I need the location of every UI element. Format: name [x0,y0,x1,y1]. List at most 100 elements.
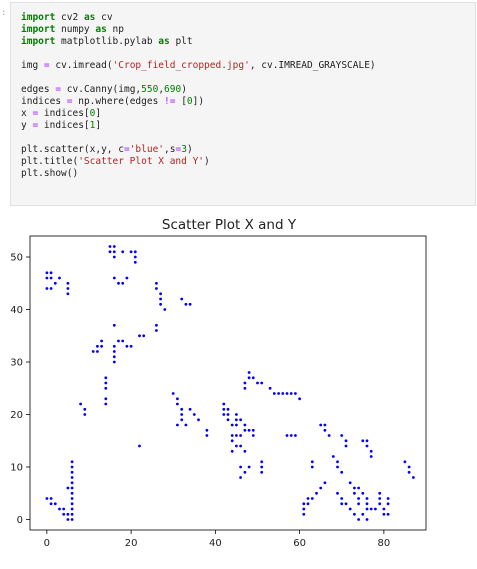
x-tick-label: 60 [293,538,306,549]
scatter-point [70,502,74,506]
scatter-point [239,434,243,437]
code-token: 'Crop_field_cropped.jpg' [112,60,250,71]
code-line [21,72,465,84]
scatter-point [66,292,70,296]
scatter-point [378,491,382,495]
code-cell[interactable]: import cv2 as cv import numpy as np import… [10,2,476,206]
scatter-point [83,407,87,411]
code-line: plt.title('Scatter Plot X and Y') [21,156,465,168]
scatter-point [222,413,226,416]
scatter-point [163,308,167,311]
code-token: , cv.IMREAD_GRAYSCALE) [249,60,376,71]
scatter-point [62,507,66,511]
scatter-point [243,449,247,453]
scatter-point [365,439,369,443]
scatter-point [104,386,108,390]
scatter-point [235,434,238,437]
scatter-point [353,512,356,516]
x-tick-label: 20 [125,538,138,549]
code-token: = [123,144,130,155]
code-token: cv.Canny(img, [61,84,142,95]
y-tick-label: 20 [10,410,23,421]
code-token: , [158,84,165,95]
scatter-point [369,449,373,453]
scatter-point [243,386,247,390]
scatter-point [155,329,158,332]
scatter-point [268,386,272,390]
scatter-point [369,455,373,458]
scatter-point [412,476,415,479]
code-token: img [21,60,44,71]
chart-title: Scatter Plot X and Y [162,217,297,233]
scatter-point [344,502,348,506]
scatter-point [70,507,74,511]
scatter-point [70,481,74,485]
scatter-point [327,434,331,437]
code-token: = [66,96,73,107]
scatter-point [58,276,61,280]
scatter-point [336,460,339,464]
scatter-point [159,302,163,306]
code-token: as [95,24,107,35]
code-token: 690 [164,84,182,95]
scatter-point [117,281,120,285]
scatter-point [281,392,285,395]
scatter-point [302,507,306,511]
scatter-point [302,502,306,506]
scatter-point [230,439,234,443]
code-line: plt.show() [21,168,465,180]
scatter-point [112,255,116,259]
code-token: np [106,24,124,35]
scatter-point [112,360,116,364]
code-token: import [21,24,56,35]
code-token: ) [186,144,193,155]
scatter-point [176,402,179,406]
scatter-point [96,344,99,348]
scatter-point [53,502,57,506]
scatter-point [70,518,74,521]
scatter-point [184,423,188,427]
scatter-point [319,423,323,427]
scatter-point [230,423,234,427]
code-line: y = indices[1] [21,120,465,132]
scatter-point [91,350,95,353]
scatter-point [272,392,276,395]
scatter-point [239,444,243,448]
code-line: indices = np.where(edges != [0]) [21,96,465,108]
code-token: cv.imread( [49,60,113,71]
code-line: import numpy as np [21,24,465,36]
x-tick-label: 40 [209,538,222,549]
scatter-point [49,497,53,500]
scatter-point [277,392,280,395]
scatter-point [58,507,61,511]
code-token: cv2 [55,12,84,23]
code-token: import [21,36,56,47]
scatter-point [53,281,57,285]
scatter-point [66,512,70,516]
scatter-point [45,271,49,275]
code-token: = [32,120,39,131]
scatter-point [310,497,314,500]
scatter-point [49,287,53,290]
scatter-point [243,428,247,432]
scatter-point [235,418,238,422]
scatter-point [340,497,344,500]
scatter-point [125,276,129,280]
code-editor[interactable]: import cv2 as cv import numpy as np import… [11,3,475,189]
scatter-point [222,402,226,406]
code-token: as [158,36,170,47]
scatter-point [45,287,49,290]
code-token: = [175,144,182,155]
scatter-point [382,512,386,516]
scatter-point [104,402,108,406]
scatter-point [112,276,116,280]
scatter-point [323,428,327,432]
scatter-point [306,502,310,506]
scatter-point [235,444,238,448]
scatter-point [70,465,74,469]
scatter-point [66,281,70,285]
scatter-point [247,465,251,469]
code-token: 0 [89,108,96,119]
scatter-point [294,434,297,437]
scatter-point [331,455,335,458]
